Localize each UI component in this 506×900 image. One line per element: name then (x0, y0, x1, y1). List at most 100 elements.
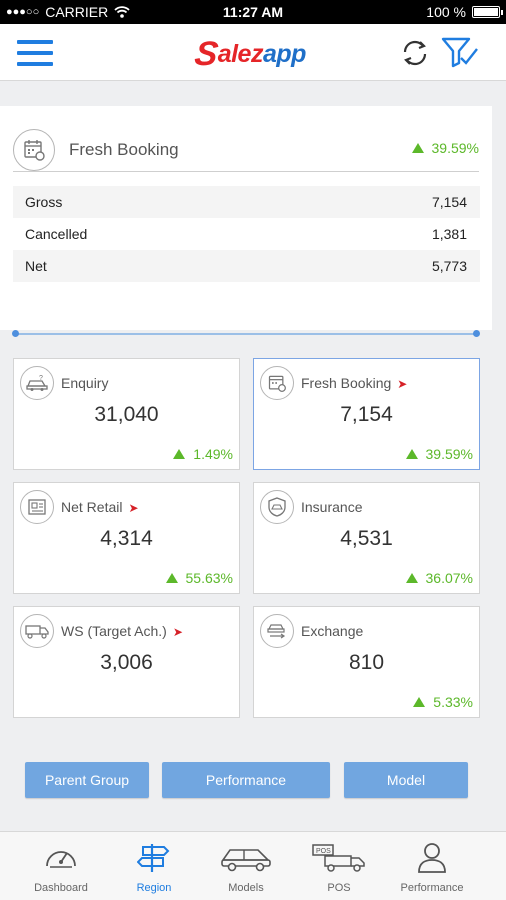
logo-text: alez (217, 39, 264, 68)
summary-row-label: Cancelled (25, 226, 88, 242)
summary-row-cancelled: Cancelled 1,381 (13, 218, 480, 250)
pos-truck-icon: POS (312, 844, 365, 872)
nav-label: Models (228, 882, 264, 894)
summary-row-net: Net 5,773 (13, 250, 480, 282)
tile-value: 4,314 (100, 527, 153, 550)
drill-arrow-icon: ➤ (172, 625, 183, 639)
tile-change: 5.33% (413, 694, 473, 710)
logo-wordmark: alezapp (217, 39, 307, 69)
summary-card: Fresh Booking 39.59% (0, 106, 492, 330)
page-indicator-dot-right[interactable] (473, 330, 480, 337)
nav-dashboard[interactable]: Dashboard (16, 838, 106, 898)
nav-label: Performance (400, 882, 464, 894)
hamburger-line (17, 62, 53, 66)
tile-change: 55.63% (165, 570, 233, 586)
hamburger-menu-button[interactable] (17, 40, 53, 66)
up-triangle-icon (411, 143, 424, 153)
drill-arrow-icon: ➤ (128, 501, 139, 515)
tile-exchange[interactable]: Exchange 810 5.33% (253, 606, 480, 718)
up-triangle-icon (165, 573, 178, 583)
tile-label-text: Exchange (301, 623, 364, 639)
signal-strength: ●●●○○ (6, 6, 40, 18)
nav-region[interactable]: Region (109, 838, 199, 898)
tile-change-value: 36.07% (425, 570, 473, 586)
tile-label: Exchange (301, 623, 363, 639)
summary-row-value: 1,381 (431, 226, 467, 242)
tile-label-text: Fresh Booking (301, 375, 392, 391)
speedometer-icon (46, 851, 76, 868)
nav-models[interactable]: Models (201, 838, 291, 898)
tile-fresh-booking[interactable]: Fresh Booking ➤ 7,154 39.59% (253, 358, 480, 470)
up-triangle-icon (413, 697, 426, 707)
bottom-nav: Dashboard Region Models POS POS Performa… (0, 831, 506, 900)
logo-s: S (192, 35, 221, 73)
drill-arrow-icon: ➤ (397, 377, 408, 391)
invoice-icon (20, 490, 54, 524)
summary-change: 39.59% (411, 140, 479, 156)
tile-label-text: Net Retail (61, 499, 123, 515)
hamburger-icon (17, 40, 53, 44)
tile-change: 1.49% (173, 446, 233, 462)
page-indicator-dot-left[interactable] (12, 330, 19, 337)
top-strip (0, 82, 506, 94)
nav-performance[interactable]: Performance (387, 838, 477, 898)
car-icon (221, 849, 271, 872)
tile-net-retail[interactable]: Net Retail ➤ 4,314 55.63% (13, 482, 240, 594)
tile-enquiry[interactable]: ? Enquiry 31,040 1.49% (13, 358, 240, 470)
tile-label-text: WS (Target Ach.) (61, 623, 167, 639)
tile-label: Net Retail ➤ (61, 499, 139, 515)
summary-change-value: 39.59% (431, 140, 479, 156)
filter-check-icon (441, 37, 478, 68)
car-enquiry-icon: ? (20, 366, 54, 400)
summary-row-gross: Gross 7,154 (13, 186, 480, 218)
tile-change: 36.07% (405, 570, 473, 586)
status-time: 11:27 AM (222, 4, 284, 20)
tile-insurance[interactable]: Insurance 4,531 36.07% (253, 482, 480, 594)
tile-change-value: 55.63% (185, 570, 233, 586)
tile-label: Enquiry (61, 375, 108, 391)
tile-label-text: Insurance (301, 499, 363, 515)
svg-text:POS: POS (316, 848, 331, 855)
person-icon (418, 843, 446, 873)
insurance-car-icon (260, 490, 294, 524)
filter-button[interactable] (440, 35, 480, 69)
tile-value: 31,040 (94, 403, 159, 426)
tile-label: Fresh Booking ➤ (301, 375, 407, 391)
up-triangle-icon (405, 573, 418, 583)
performance-button[interactable]: Performance (162, 762, 330, 798)
page-indicator-track[interactable] (15, 333, 477, 335)
truck-icon (20, 614, 54, 648)
exchange-car-icon (260, 614, 294, 648)
tile-change-value: 5.33% (433, 694, 473, 710)
summary-row-value: 7,154 (431, 194, 467, 210)
tile-label: WS (Target Ach.) ➤ (61, 623, 183, 639)
battery-icon (472, 6, 503, 18)
summary-row-label: Gross (25, 194, 63, 210)
battery-percent: 100 % (426, 4, 466, 20)
calendar-booking-icon (260, 366, 294, 400)
tile-value: 810 (348, 651, 385, 674)
nav-label: POS (327, 882, 351, 894)
nav-pos[interactable]: POS POS (294, 838, 384, 898)
tile-change-value: 39.59% (425, 446, 473, 462)
refresh-button[interactable] (400, 38, 430, 68)
tile-label: Insurance (301, 499, 362, 515)
wifi-icon (114, 6, 130, 18)
tile-ws-target[interactable]: WS (Target Ach.) ➤ 3,006 (13, 606, 240, 718)
summary-table: Gross 7,154 Cancelled 1,381 Net 5,773 (13, 186, 480, 282)
summary-title: Fresh Booking (69, 140, 179, 159)
nav-label: Region (136, 882, 172, 894)
model-button[interactable]: Model (344, 762, 468, 798)
tile-change: 39.59% (405, 446, 473, 462)
calendar-booking-icon (13, 129, 55, 171)
tile-value: 3,006 (100, 651, 153, 674)
signpost-icon (137, 844, 170, 872)
parent-group-button[interactable]: Parent Group (25, 762, 149, 798)
tile-value: 4,531 (340, 527, 393, 550)
tile-value: 7,154 (340, 403, 393, 426)
tile-change-value: 1.49% (193, 446, 233, 462)
status-bar: ●●●○○ CARRIER 11:27 AM 100 % (0, 0, 506, 24)
hamburger-line (17, 51, 53, 55)
